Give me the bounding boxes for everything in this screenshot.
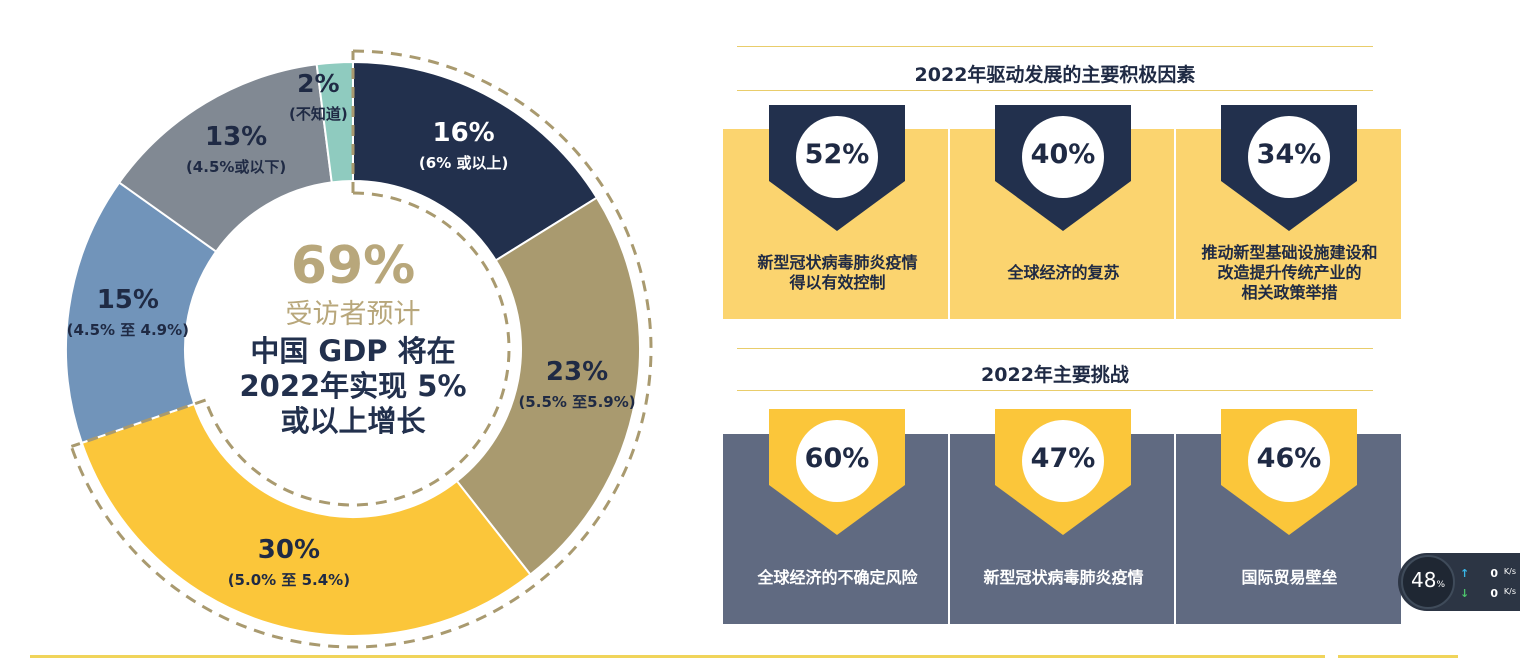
top-rule <box>737 46 1373 47</box>
positive-badge <box>995 105 1131 231</box>
positive-label-line: 推动新型基础设施建设和 <box>1201 243 1378 262</box>
challenge-badge-circle <box>796 420 878 502</box>
challenges-top-rule <box>737 348 1373 349</box>
positive-percentage: 40% <box>1030 139 1096 170</box>
positive-label-line: 改造提升传统产业的 <box>1217 263 1362 282</box>
card-divider <box>948 434 950 624</box>
positive-badge-circle <box>1248 116 1330 198</box>
upload-arrow-icon: ↑ <box>1460 567 1470 580</box>
slice-percentage-label: 2% <box>297 69 340 99</box>
challenge-badge <box>1221 409 1357 535</box>
cpu-ring <box>1401 555 1455 609</box>
slice-percentage-label: 23% <box>545 356 609 387</box>
bottom-rule-right <box>1338 655 1458 658</box>
donut-slice <box>65 181 218 445</box>
slice-percentage-label: 30% <box>257 535 320 566</box>
challenge-badge-circle <box>1248 420 1330 502</box>
slice-range-label: (6% 或以上) <box>418 154 509 173</box>
slice-range-label: (不知道) <box>289 105 348 124</box>
challenge-badge <box>769 409 905 535</box>
challenge-label: 新型冠状病毒肺炎疫情 <box>951 568 1176 588</box>
donut-slice <box>315 60 354 184</box>
slice-range-label: (4.5% 至 4.9%) <box>66 320 189 339</box>
positive-badge-circle <box>796 116 878 198</box>
center-line-1: 中国 GDP 将在 <box>250 334 456 368</box>
challenges-title: 2022年主要挑战 <box>981 364 1129 386</box>
positive-percentage: 52% <box>804 139 870 170</box>
network-speed-widget[interactable]: 48% ↑ 0 K/s ↓ 0 K/s <box>1398 553 1520 611</box>
challenge-label-line: 国际贸易壁垒 <box>1241 568 1338 587</box>
download-arrow-icon: ↓ <box>1460 587 1470 600</box>
challenge-label-line: 全球经济的不确定风险 <box>757 568 918 587</box>
positive-percentage: 34% <box>1256 139 1322 170</box>
challenge-label: 全球经济的不确定风险 <box>725 568 950 588</box>
highlight-percentage: 69% <box>290 236 416 296</box>
highlight-end-edge <box>70 398 207 448</box>
positive-badge <box>1221 105 1357 231</box>
card-divider <box>1174 434 1176 624</box>
slice-percentage-label: 15% <box>96 284 159 315</box>
donut-slice <box>455 196 641 577</box>
slice-percentage-label: 16% <box>432 118 495 149</box>
bottom-rule <box>30 655 1325 658</box>
gdp-donut-chart <box>65 49 653 649</box>
challenge-label-line: 新型冠状病毒肺炎疫情 <box>983 568 1144 587</box>
challenge-percentage: 47% <box>1030 443 1096 474</box>
challenge-badge <box>995 409 1131 535</box>
donut-slice <box>80 402 532 637</box>
positive-badge-circle <box>1022 116 1104 198</box>
respondents-label: 受访者预计 <box>285 299 421 330</box>
challenge-percentage: 46% <box>1256 443 1322 474</box>
positive-label-line: 得以有效控制 <box>789 273 886 292</box>
positive-label: 推动新型基础设施建设和 改造提升传统产业的 相关政策举措 <box>1177 243 1402 303</box>
donut-slice <box>352 60 599 262</box>
positive-label-line: 相关政策举措 <box>1241 283 1338 302</box>
challenge-percentage: 60% <box>804 443 870 474</box>
positive-factors-title: 2022年驱动发展的主要积极因素 <box>914 64 1196 86</box>
center-line-3: 或以上增长 <box>280 404 426 438</box>
positive-label-line: 新型冠状病毒肺炎疫情 <box>757 253 918 272</box>
slice-range-label: (5.0% 至 5.4%) <box>227 571 351 590</box>
positive-label: 全球经济的复苏 <box>951 263 1176 283</box>
challenges-title-rule <box>737 390 1373 391</box>
center-line-2: 2022年实现 5% <box>239 369 467 403</box>
slice-range-label: (5.5% 至5.9%) <box>518 392 636 411</box>
positive-title-rule <box>737 90 1373 91</box>
slice-range-label: (4.5%或以下) <box>185 157 287 176</box>
cpu-percentage: 48% <box>1410 568 1445 592</box>
slice-percentage-label: 13% <box>205 121 268 152</box>
challenge-badge-circle <box>1022 420 1104 502</box>
positive-label-line: 全球经济的复苏 <box>1007 263 1120 282</box>
highlight-inner-dashed-arc <box>204 191 511 507</box>
challenge-label: 国际贸易壁垒 <box>1177 568 1402 588</box>
upload-speed: ↑ 0 K/s <box>1460 567 1516 580</box>
download-speed: ↓ 0 K/s <box>1460 587 1516 600</box>
positive-label: 新型冠状病毒肺炎疫情 得以有效控制 <box>725 253 950 293</box>
card-divider <box>948 129 950 319</box>
highlight-outer-dashed-arc <box>69 49 653 649</box>
positive-badge <box>769 105 905 231</box>
card-divider <box>1174 129 1176 319</box>
